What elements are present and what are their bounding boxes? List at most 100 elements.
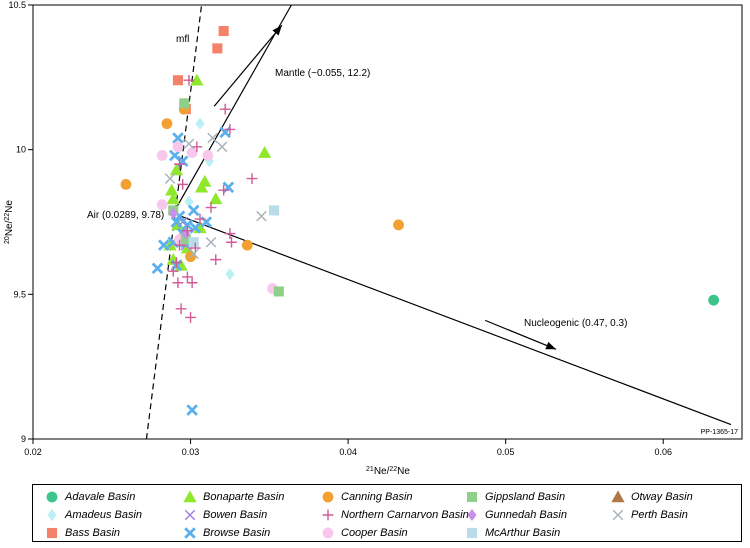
- data-point: [269, 205, 280, 216]
- data-point: [181, 219, 194, 231]
- legend-item: McArthur Basin: [465, 526, 560, 540]
- data-point: [183, 74, 195, 86]
- chart-legend: Adavale Basin Amadeus Basin Bass Basin Bona…: [32, 484, 742, 542]
- legend-marker: [184, 527, 196, 539]
- data-point: [241, 239, 253, 251]
- air-label: Air (0.0289, 9.78): [87, 210, 164, 221]
- legend-item: Northern Carnarvon Basin: [321, 508, 469, 522]
- data-point: [210, 254, 222, 266]
- data-point: [273, 286, 284, 297]
- legend-label: Northern Carnarvon Basin: [341, 509, 469, 521]
- legend-item: Bowen Basin: [183, 508, 267, 522]
- data-point: [216, 141, 228, 153]
- series-perth-basin: [164, 132, 267, 260]
- legend-item: Adavale Basin: [45, 490, 135, 504]
- y-tick-label: 9.5: [13, 289, 26, 299]
- data-point: [195, 117, 205, 130]
- legend-item: Otway Basin: [611, 490, 693, 504]
- trend-arrow-shaft: [213, 24, 283, 107]
- data-point: [168, 207, 178, 220]
- data-point: [212, 43, 223, 54]
- data-point: [166, 192, 180, 205]
- legend-marker: [184, 509, 196, 521]
- legend-marker: [46, 491, 58, 503]
- data-point: [226, 236, 237, 248]
- legend-label: McArthur Basin: [485, 527, 561, 539]
- data-point: [156, 150, 168, 161]
- x-tick-label: 0.04: [339, 447, 357, 457]
- data-point: [167, 265, 179, 277]
- legend-item: Bonaparte Basin: [183, 490, 284, 504]
- trend-arrow-shaft: [484, 319, 557, 350]
- legend-label: Perth Basin: [631, 509, 688, 521]
- data-point: [184, 195, 194, 208]
- data-point: [165, 183, 179, 196]
- data-point: [191, 141, 203, 153]
- y-axis-label: 20Ne/22Ne: [4, 200, 16, 244]
- data-point: [169, 163, 183, 176]
- figure-code: PP-1365-17: [701, 429, 738, 436]
- legend-label: Cooper Basin: [341, 527, 408, 539]
- legend-marker-shape: [47, 509, 57, 521]
- data-point: [186, 277, 198, 289]
- data-point: [172, 132, 184, 144]
- mantle-label: Mantle (~0.055, 12.2): [275, 68, 370, 79]
- data-point: [172, 75, 183, 86]
- x-axis-label: 21Ne/22Ne: [366, 466, 410, 478]
- legend-label: Bass Basin: [65, 527, 121, 539]
- data-point: [120, 178, 132, 190]
- series-browse-basin: [151, 126, 235, 416]
- legend-label: Bowen Basin: [203, 509, 268, 521]
- data-point: [177, 178, 189, 190]
- data-point: [161, 118, 173, 130]
- y-tick-label: 10: [16, 145, 26, 155]
- legend-item: Gunnedah Basin: [465, 508, 567, 522]
- legend-marker: [466, 491, 478, 503]
- data-point: [194, 180, 209, 193]
- legend-marker-shape: [611, 490, 625, 503]
- legend-marker: [467, 509, 477, 521]
- data-point: [188, 237, 199, 248]
- data-point: [172, 277, 184, 289]
- data-point: [205, 236, 217, 248]
- legend-label: Adavale Basin: [65, 491, 136, 503]
- legend-marker: [46, 527, 58, 539]
- legend-marker: [322, 509, 334, 521]
- legend-marker-shape: [46, 491, 58, 503]
- mantle-line: [172, 4, 292, 214]
- data-point: [187, 204, 200, 217]
- data-point: [188, 248, 200, 260]
- legend-marker-shape: [322, 509, 334, 521]
- trend-arrow-head: [545, 341, 557, 350]
- y-tick-label: 10.5: [8, 0, 26, 10]
- legend-marker-shape: [184, 509, 196, 521]
- data-point: [183, 138, 195, 150]
- data-point: [218, 184, 230, 196]
- legend-item: Bass Basin: [45, 526, 120, 540]
- legend-item: Gippsland Basin: [465, 490, 565, 504]
- data-point: [224, 228, 236, 239]
- legend-item: Canning Basin: [321, 490, 413, 504]
- series-adavale-basin: [708, 294, 720, 306]
- reference-lines: [145, 4, 732, 440]
- legend-marker: [611, 490, 625, 503]
- nucleogenic-line: [173, 212, 732, 426]
- data-point: [393, 219, 404, 231]
- data-point: [246, 173, 258, 184]
- data-point: [218, 26, 229, 37]
- legend-label: Browse Basin: [203, 527, 271, 539]
- legend-item: Amadeus Basin: [45, 508, 142, 522]
- data-point: [185, 312, 196, 323]
- data-point: [194, 213, 206, 225]
- data-point: [174, 158, 185, 170]
- legend-label: Otway Basin: [631, 491, 693, 503]
- data-point: [186, 147, 198, 158]
- data-point: [172, 141, 184, 153]
- data-point: [179, 98, 190, 109]
- mfl-line: [145, 4, 203, 440]
- legend-marker-shape: [612, 509, 624, 521]
- data-point: [205, 202, 217, 213]
- legend-marker: [47, 509, 57, 521]
- data-point: [258, 145, 272, 158]
- data-point: [156, 199, 168, 211]
